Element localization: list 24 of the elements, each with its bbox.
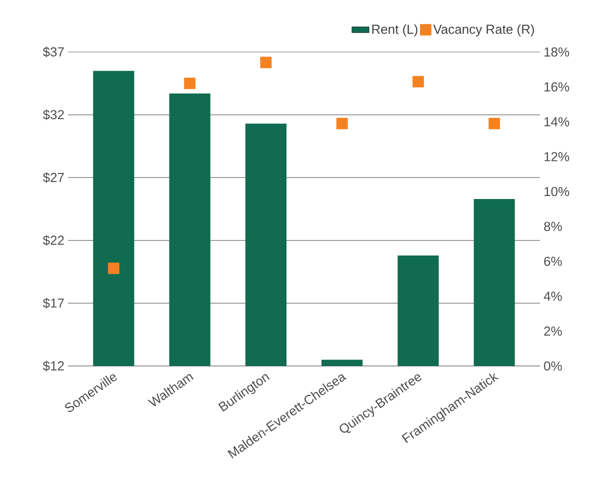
y2-tick-label: 0%	[544, 361, 562, 371]
point	[488, 118, 500, 130]
point	[412, 76, 424, 88]
y-tick-label: $37	[42, 46, 64, 58]
y-tick-label: $12	[42, 360, 64, 372]
y2-tick-label: 18%	[544, 47, 570, 57]
y2-tick-label: 10%	[544, 186, 570, 196]
y2-tick-label: 8%	[544, 222, 562, 232]
y2-tick-label: 6%	[544, 256, 562, 266]
y2-tick-label: 4%	[544, 292, 562, 301]
y-tick-label: $17	[42, 298, 64, 308]
point	[260, 56, 272, 68]
y-tick-label: $32	[42, 110, 64, 120]
point	[108, 262, 120, 274]
y2-tick-label: 12%	[544, 152, 570, 162]
legend-label: Vacancy Rate (R)	[433, 24, 534, 36]
y-tick-label: $22	[42, 235, 64, 246]
y2-tick-label: 14%	[544, 117, 570, 126]
legend-label: Rent (L)	[372, 24, 418, 36]
y-tick-label: $27	[42, 172, 64, 183]
y2-tick-label: 16%	[544, 82, 570, 92]
point	[336, 118, 348, 130]
point	[184, 78, 196, 90]
y2-tick-label: 2%	[544, 326, 562, 336]
